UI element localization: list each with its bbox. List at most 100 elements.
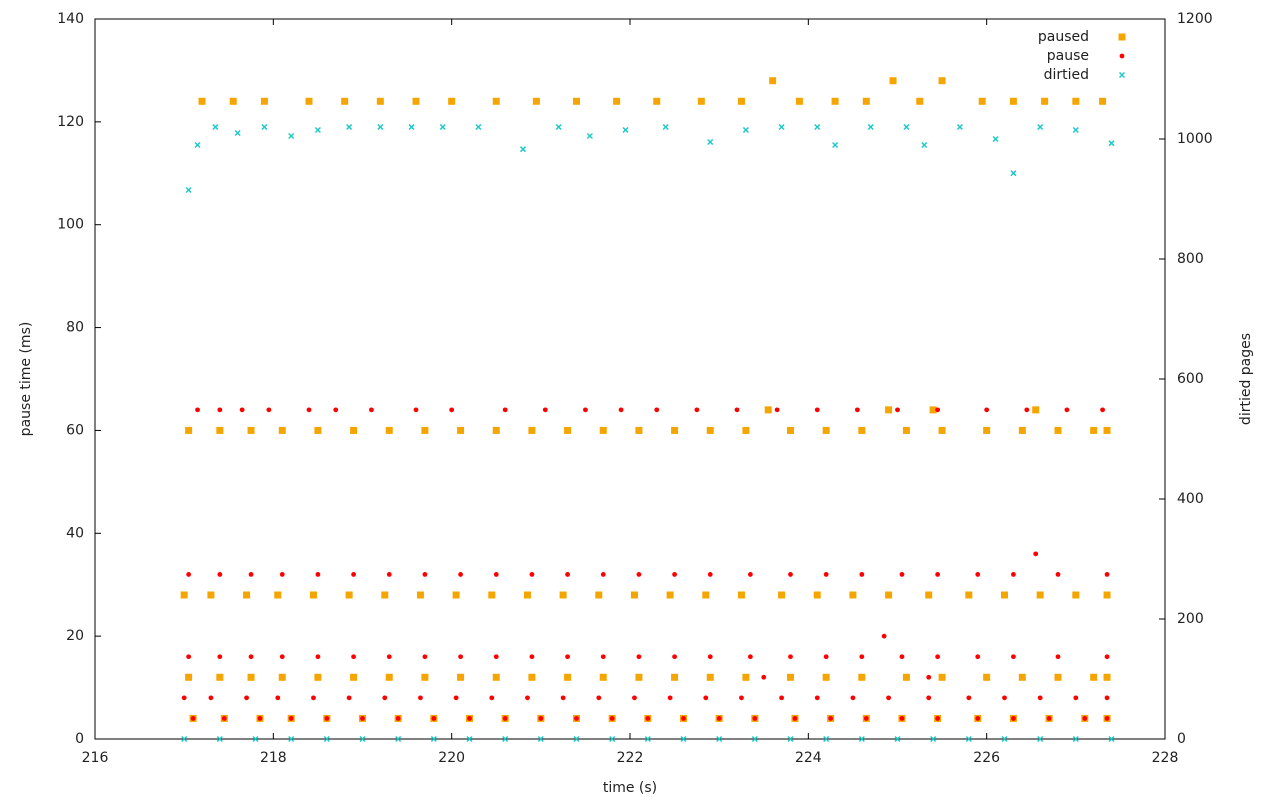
marker-dot (596, 695, 602, 701)
marker-square (1099, 97, 1107, 105)
marker-square (381, 591, 389, 599)
marker-square (180, 591, 188, 599)
marker-square (314, 426, 322, 434)
marker-square (1032, 406, 1040, 414)
marker-square (385, 426, 393, 434)
marker-dot (351, 654, 356, 660)
marker-dot (208, 695, 214, 701)
marker-cross (823, 735, 830, 743)
marker-cross (903, 123, 910, 131)
legend-marker (1118, 33, 1126, 41)
marker-square (795, 97, 803, 105)
marker-square (229, 97, 237, 105)
y-axis-label: pause time (ms) (18, 322, 34, 437)
marker-square (737, 591, 745, 599)
marker-square (742, 426, 750, 434)
y2-tick-label: 1000 (1177, 131, 1213, 147)
marker-dot (248, 654, 254, 660)
marker-dot (1002, 695, 1007, 701)
marker-dot (899, 716, 905, 721)
marker-square (559, 591, 567, 599)
marker-square (1090, 426, 1098, 434)
marker-cross (787, 735, 794, 743)
marker-dot (1082, 716, 1088, 721)
marker-dot (525, 695, 530, 701)
marker-dot (935, 572, 941, 577)
legend-marker (1119, 53, 1125, 59)
y2-axis-label: dirtied pages (1238, 333, 1254, 425)
marker-dot (739, 695, 744, 701)
marker-dot (542, 407, 548, 413)
marker-dot (1104, 572, 1110, 577)
marker-square (778, 591, 786, 599)
marker-dot (565, 654, 570, 660)
x-axis-label: time (s) (603, 780, 657, 796)
marker-dot (707, 654, 713, 660)
marker-cross (778, 123, 785, 131)
marker-square (902, 673, 910, 681)
marker-square (983, 426, 991, 434)
marker-dot (823, 572, 829, 577)
marker-dot (369, 407, 374, 413)
marker-square (702, 591, 710, 599)
y-tick-label: 140 (57, 11, 84, 27)
y2-tick-label: 1200 (1177, 11, 1213, 27)
marker-dot (1011, 572, 1016, 577)
marker-dot (1073, 695, 1079, 701)
marker-square (822, 426, 830, 434)
marker-square (769, 77, 777, 85)
marker-dot (1033, 551, 1039, 557)
marker-cross (930, 735, 937, 743)
marker-square (488, 591, 496, 599)
marker-square (185, 426, 193, 434)
marker-dot (422, 654, 428, 660)
x-tick-label: 222 (617, 750, 644, 766)
marker-dot (382, 695, 388, 701)
marker-cross (644, 735, 651, 743)
marker-dot (935, 654, 941, 660)
marker-cross (439, 123, 446, 131)
marker-dot (774, 407, 780, 413)
marker-square (635, 426, 643, 434)
marker-dot (1037, 695, 1043, 701)
marker-dot (823, 654, 829, 660)
marker-dot (654, 407, 660, 413)
marker-square (599, 673, 607, 681)
x-tick-label: 218 (260, 750, 287, 766)
marker-square (965, 591, 973, 599)
marker-square (350, 426, 358, 434)
marker-dot (734, 407, 740, 413)
marker-cross (475, 123, 482, 131)
marker-square (938, 426, 946, 434)
y2-tick-label: 600 (1177, 371, 1204, 387)
marker-square (260, 97, 268, 105)
marker-square (1001, 591, 1008, 599)
marker-dot (502, 407, 508, 413)
y-tick-label: 60 (66, 422, 84, 438)
marker-square (528, 426, 536, 434)
y-tick-label: 120 (57, 114, 84, 130)
marker-dot (386, 654, 392, 660)
marker-square (216, 426, 224, 434)
x-tick-label: 224 (795, 750, 822, 766)
marker-cross (867, 123, 874, 131)
marker-dot (217, 654, 223, 660)
marker-square (1041, 97, 1049, 105)
marker-dot (279, 654, 285, 660)
marker-square (764, 406, 772, 414)
marker-cross (395, 735, 402, 743)
marker-dot (186, 572, 192, 577)
plot-frame (94, 18, 1166, 740)
y2-tick-label: 0 (1177, 731, 1186, 747)
marker-dot (493, 654, 499, 660)
marker-dot (881, 633, 887, 639)
marker-square (1103, 426, 1111, 434)
marker-cross (323, 735, 330, 743)
marker-dot (886, 695, 891, 701)
marker-dot (636, 572, 642, 577)
marker-square (822, 673, 830, 681)
marker-square (635, 673, 643, 681)
marker-cross (586, 132, 593, 140)
marker-square (831, 97, 839, 105)
marker-cross (234, 129, 241, 137)
